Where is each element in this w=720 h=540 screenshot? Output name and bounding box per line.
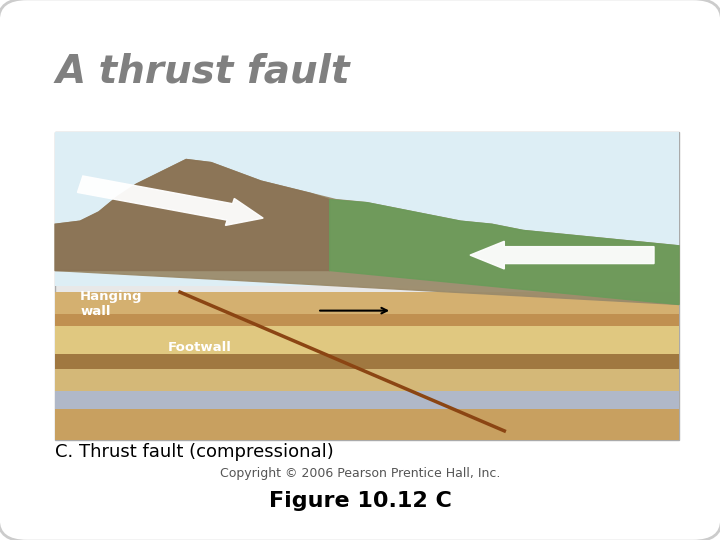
- Bar: [55, 409, 679, 440]
- Bar: [55, 292, 679, 314]
- Text: Copyright © 2006 Pearson Prentice Hall, Inc.: Copyright © 2006 Pearson Prentice Hall, …: [220, 467, 500, 480]
- Bar: [55, 132, 679, 286]
- FancyBboxPatch shape: [55, 132, 679, 440]
- Text: C. Thrust fault (compressional): C. Thrust fault (compressional): [55, 443, 334, 461]
- Text: Footwall: Footwall: [168, 341, 231, 354]
- Bar: [55, 314, 679, 326]
- Text: Figure 10.12 C: Figure 10.12 C: [269, 491, 451, 511]
- FancyArrow shape: [470, 241, 654, 269]
- FancyArrow shape: [78, 176, 264, 225]
- Polygon shape: [55, 159, 330, 271]
- Text: A thrust fault: A thrust fault: [55, 52, 350, 90]
- Bar: [55, 391, 679, 409]
- Polygon shape: [330, 200, 679, 305]
- Text: Hanging
wall: Hanging wall: [80, 291, 143, 319]
- Bar: [55, 354, 679, 369]
- Bar: [55, 369, 679, 391]
- Bar: [55, 326, 679, 354]
- Polygon shape: [55, 159, 679, 305]
